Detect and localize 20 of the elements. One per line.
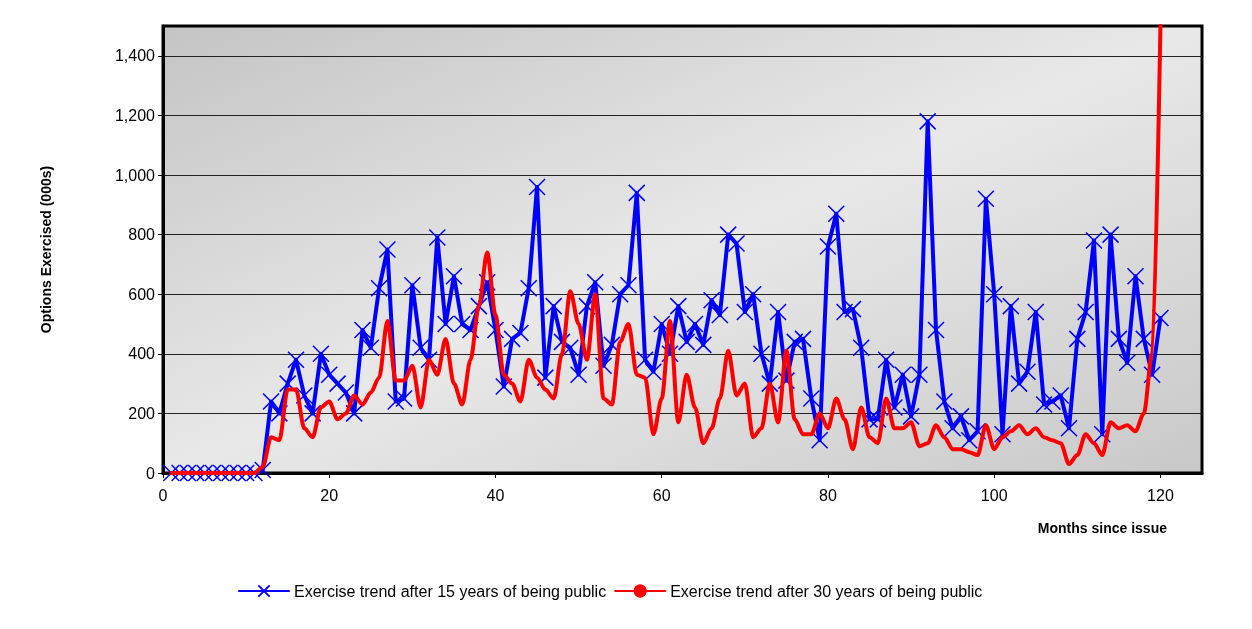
x-tick-label: 100 [980, 486, 1008, 504]
y-tick-label: 200 [128, 404, 156, 422]
x-tick-label: 20 [320, 486, 339, 504]
y-tick-label: 400 [128, 345, 156, 363]
y-tick-label: 1,200 [114, 106, 156, 124]
y-axis-title: Options Exercised (000s) [38, 165, 54, 334]
y-tick-label: 1,400 [114, 47, 156, 65]
y-tick-label: 800 [128, 226, 156, 244]
x-tick-label: 40 [486, 486, 505, 504]
x-tick-label: 80 [819, 486, 837, 504]
line-series [169, 24, 1163, 475]
x-tick-label: 120 [1147, 486, 1174, 504]
x-tick-label: 60 [652, 486, 671, 504]
y-tick-label: 1,000 [114, 166, 156, 184]
y-tick-label: 600 [128, 285, 156, 303]
x-axis-title: Months since issue [1037, 520, 1168, 536]
legend-label: Exercise trend after 15 years of being public [294, 582, 607, 600]
y-tick-label: 0 [146, 464, 156, 482]
legend-label: Exercise trend after 30 years of being public [670, 582, 983, 600]
x-tick-label: 0 [158, 486, 168, 504]
